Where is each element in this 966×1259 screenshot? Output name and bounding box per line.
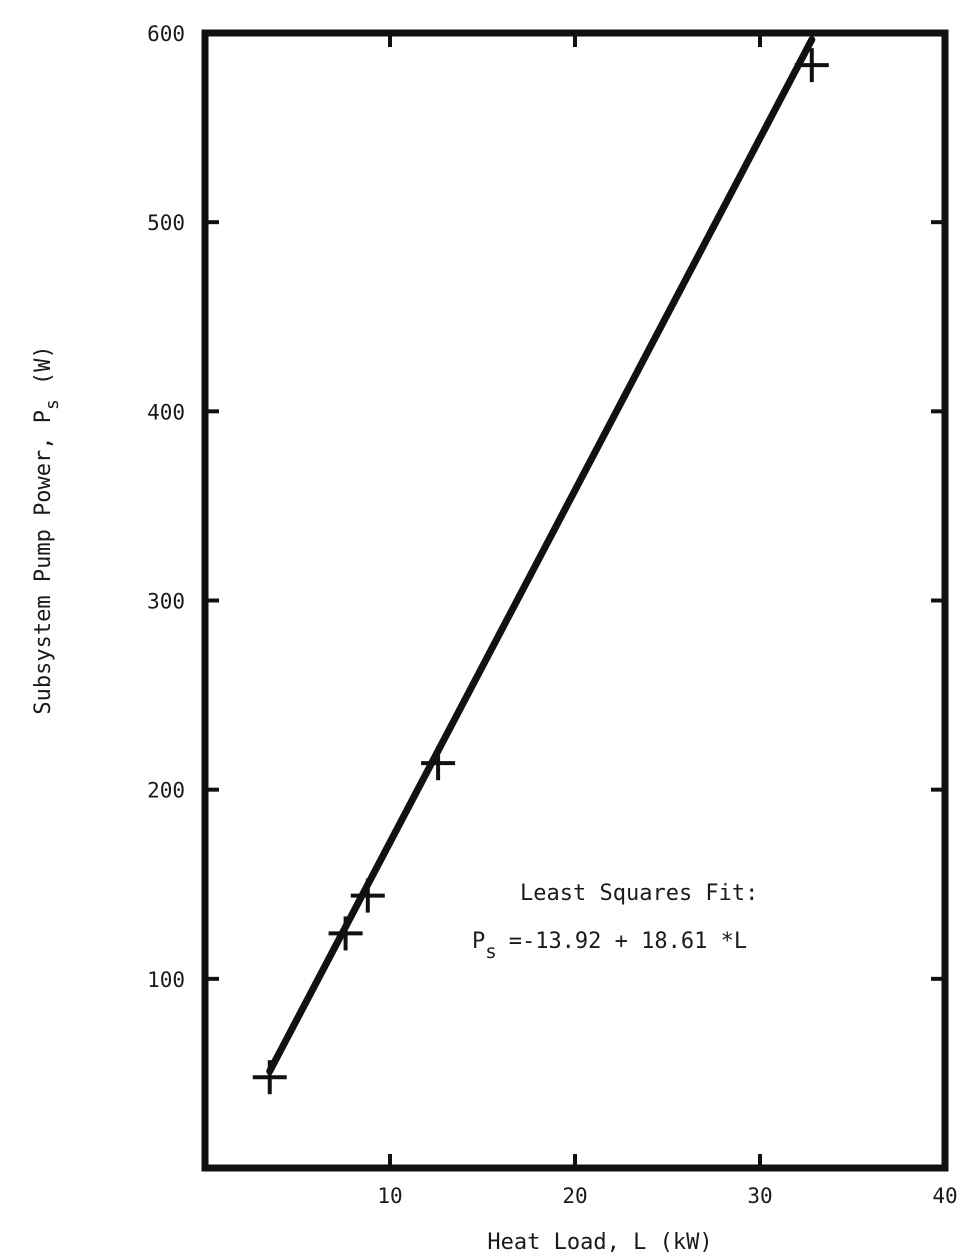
y-tick-label-400: 400 [147, 400, 185, 424]
data-point-2 [350, 878, 385, 913]
x-tick-label-10: 10 [377, 1184, 402, 1208]
fit-annotation-equation: Ps =-13.92 + 18.61 *L [472, 929, 747, 963]
x-tick-label-40: 40 [932, 1184, 957, 1208]
fit-annotation-title: Least Squares Fit: [520, 881, 758, 906]
y-tick-label-300: 300 [147, 590, 185, 614]
data-point-3 [421, 746, 456, 781]
x-tick-label-20: 20 [562, 1184, 587, 1208]
x-tick-label-30: 30 [747, 1184, 772, 1208]
data-point-1 [328, 916, 363, 951]
fit-line [266, 36, 816, 1075]
y-tick-label-600: 600 [147, 22, 185, 46]
x-axis-label: Heat Load, L (kW) [487, 1230, 712, 1255]
y-axis-label: Subsystem Pump Power, Ps (W) [31, 345, 63, 714]
y-tick-label-100: 100 [147, 968, 185, 992]
y-tick-label-500: 500 [147, 211, 185, 235]
fit-equation-lhs: P [472, 929, 485, 954]
y-tick-label-200: 200 [147, 779, 185, 803]
fit-equation-rhs: =-13.92 + 18.61 *L [509, 929, 747, 954]
data-point-4 [794, 48, 829, 83]
y-axis-label-unit: (W) [31, 345, 56, 385]
plot-frame [201, 29, 949, 1172]
y-axis-label-subscript: s [42, 399, 63, 410]
data-point-0 [252, 1060, 287, 1095]
fit-equation-lhs-subscript: s [485, 941, 496, 963]
y-axis-label-main: Subsystem Pump Power, P [31, 410, 56, 715]
